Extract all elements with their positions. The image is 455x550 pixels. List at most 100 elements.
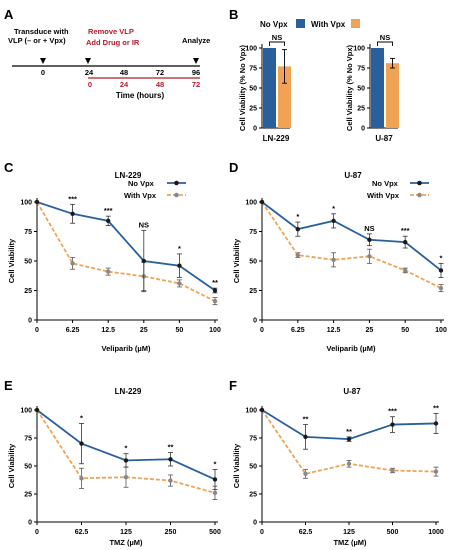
chart-c-2-significance: ***	[68, 194, 77, 203]
bar-legend-with-vpx: With Vpx	[311, 20, 346, 29]
chart-c-2-ytick-label: 0	[28, 318, 32, 325]
chart-e-4-with-vpx-point	[123, 475, 129, 480]
chart-b-1-ytick-label: 0	[361, 126, 365, 133]
chart-f-5-with-vpx-point	[303, 471, 308, 477]
chart-e-4-ytick-label: 100	[20, 408, 32, 415]
line-legend-c: No Vpx With Vpx	[124, 179, 186, 200]
chart-f-5-xtick-label: 500	[387, 529, 399, 536]
chart-b-1-ytick-label: 75	[357, 66, 365, 73]
chart-c-2-no-vpx-point	[177, 263, 182, 268]
chart-e-4-significance: **	[168, 443, 174, 452]
chart-e-4-no-vpx-point	[123, 458, 129, 463]
timeline-axis-label: Time (hours)	[116, 91, 165, 100]
chart-f-5-xtick-label: 0	[260, 529, 264, 536]
chart-c-2-significance: **	[212, 278, 218, 287]
chart-f-5-no-vpx-point	[303, 434, 308, 440]
chart-d-3-no-vpx-point	[367, 237, 372, 242]
chart-f-5-significance: **	[433, 403, 439, 412]
chart-d-3-title: U-87	[344, 171, 362, 180]
timeline-analyze-label: Analyze	[182, 36, 210, 45]
chart-f-5-with-vpx-point	[346, 461, 352, 466]
timeline-panel: Transduce with VLP (– or + Vpx) Remove V…	[8, 27, 210, 100]
chart-e-4-no-vpx-point	[34, 407, 40, 413]
chart-c-2-with-vpx-point	[70, 261, 75, 266]
chart-b-0-ytick-label: 75	[249, 66, 257, 73]
chart-c-2-title: LN-229	[115, 171, 142, 180]
chart-c-2-ytick-label: 75	[24, 229, 32, 236]
panel-letter-a: A	[4, 7, 14, 22]
chart-b-1-title: U-87	[375, 134, 393, 143]
chart-c-2-xtick-label: 6.25	[66, 327, 80, 334]
chart-f-5-ytick-label: 25	[249, 492, 257, 499]
bar-legend-no-vpx: No Vpx	[260, 20, 288, 29]
line-legend-d: No Vpx With Vpx	[367, 179, 429, 200]
timeline-red-tick-48: 48	[156, 80, 164, 89]
chart-e-4-xtick-label: 62.5	[75, 529, 89, 536]
chart-d-3-significance: ***	[401, 226, 410, 235]
chart-e-4-significance: *	[125, 444, 128, 453]
chart-d-3-ylabel: Cell Viability	[232, 238, 241, 283]
chart-e-4-with-vpx-point	[212, 490, 218, 496]
chart-c-2-no-vpx-point	[141, 258, 146, 264]
panel-letter-c: C	[4, 160, 14, 175]
timeline-red-tick-72: 72	[192, 80, 200, 89]
chart-d-3-with-vpx-line	[261, 201, 442, 289]
chart-d-3-xlabel: Veliparib (µM)	[327, 344, 376, 353]
chart-f-5-no-vpx-point	[433, 421, 439, 426]
chart-c-2-with-vpx-point	[212, 298, 218, 304]
chart-f-5-no-vpx-point	[259, 407, 265, 413]
chart-e-4-xtick-label: 0	[35, 529, 39, 536]
chart-c-2-xtick-label: 100	[209, 327, 221, 334]
chart-f-5-significance: **	[346, 427, 352, 436]
panel-letter-f: F	[229, 378, 237, 393]
chart-d-3-ytick-label: 100	[245, 200, 257, 207]
chart-c-2-xlabel: Veliparib (µM)	[102, 344, 151, 353]
timeline-tick-0: 0	[41, 68, 45, 77]
chart-f-5-ytick-label: 100	[245, 408, 257, 415]
chart-d-3-with-vpx-point	[295, 252, 300, 258]
chart-e-4-significance: *	[80, 413, 83, 422]
panel-letter-b: B	[229, 7, 238, 22]
line-legend-d-with-vpx: With Vpx	[367, 191, 400, 200]
line-legend-c-no-vpx: No Vpx	[128, 179, 155, 188]
chart-e-4-no-vpx-point	[212, 477, 218, 482]
chart-f-5-no-vpx-point	[346, 436, 352, 442]
bar-legend: No Vpx With Vpx	[260, 19, 360, 29]
panel-letter-d: D	[229, 160, 238, 175]
chart-e-4-xtick-label: 125	[120, 529, 132, 536]
chart-d-3-significance: *	[440, 253, 443, 262]
chart-b-0-title: LN-229	[263, 134, 290, 143]
chart-f-5-xtick-label: 1000	[428, 529, 444, 536]
chart-d-3-ytick-label: 75	[249, 229, 257, 236]
chart-e-4-ytick-label: 75	[24, 436, 32, 443]
chart-d-3-with-vpx-point	[403, 268, 408, 273]
timeline-red-tick-0: 0	[88, 80, 92, 89]
chart-d-3-with-vpx-point	[367, 254, 372, 259]
chart-c-2-xtick-label: 50	[176, 327, 184, 334]
line-legend-c-with-vpx-marker	[174, 192, 179, 198]
chart-b-0-annotation: NS	[272, 33, 282, 42]
chart-b-1-bar-1	[386, 63, 399, 129]
chart-b-0-bar-0	[263, 48, 276, 128]
chart-b-0-bar-1	[278, 66, 291, 128]
chart-b-0-ytick-label: 50	[249, 86, 257, 93]
chart-c-2-ytick-label: 100	[20, 200, 32, 207]
chart-c-2-no-vpx-point	[212, 288, 218, 293]
timeline-tick-72: 72	[156, 68, 164, 77]
chart-d-3-ytick-label: 25	[249, 288, 257, 295]
chart-e-4-ytick-label: 0	[28, 520, 32, 527]
chart-b-1-bracket	[377, 41, 393, 46]
chart-f-5-ytick-label: 75	[249, 436, 257, 443]
chart-d-3-xtick-label: 6.25	[291, 327, 305, 334]
chart-d-3-no-vpx-point	[331, 218, 336, 224]
chart-d-3-xtick-label: 50	[401, 327, 409, 334]
chart-c-2-significance: *	[178, 244, 181, 253]
bar-legend-with-vpx-swatch	[351, 19, 360, 28]
timeline-transduce-label: Transduce with VLP (– or + Vpx)	[8, 27, 71, 45]
chart-d-3-no-vpx-line	[261, 201, 442, 272]
chart-c-2-xtick-label: 0	[35, 327, 39, 334]
chart-d-3-xtick-label: 0	[260, 327, 264, 334]
chart-e-4-ytick-label: 25	[24, 492, 32, 499]
chart-c-2-with-vpx-point	[177, 281, 182, 286]
